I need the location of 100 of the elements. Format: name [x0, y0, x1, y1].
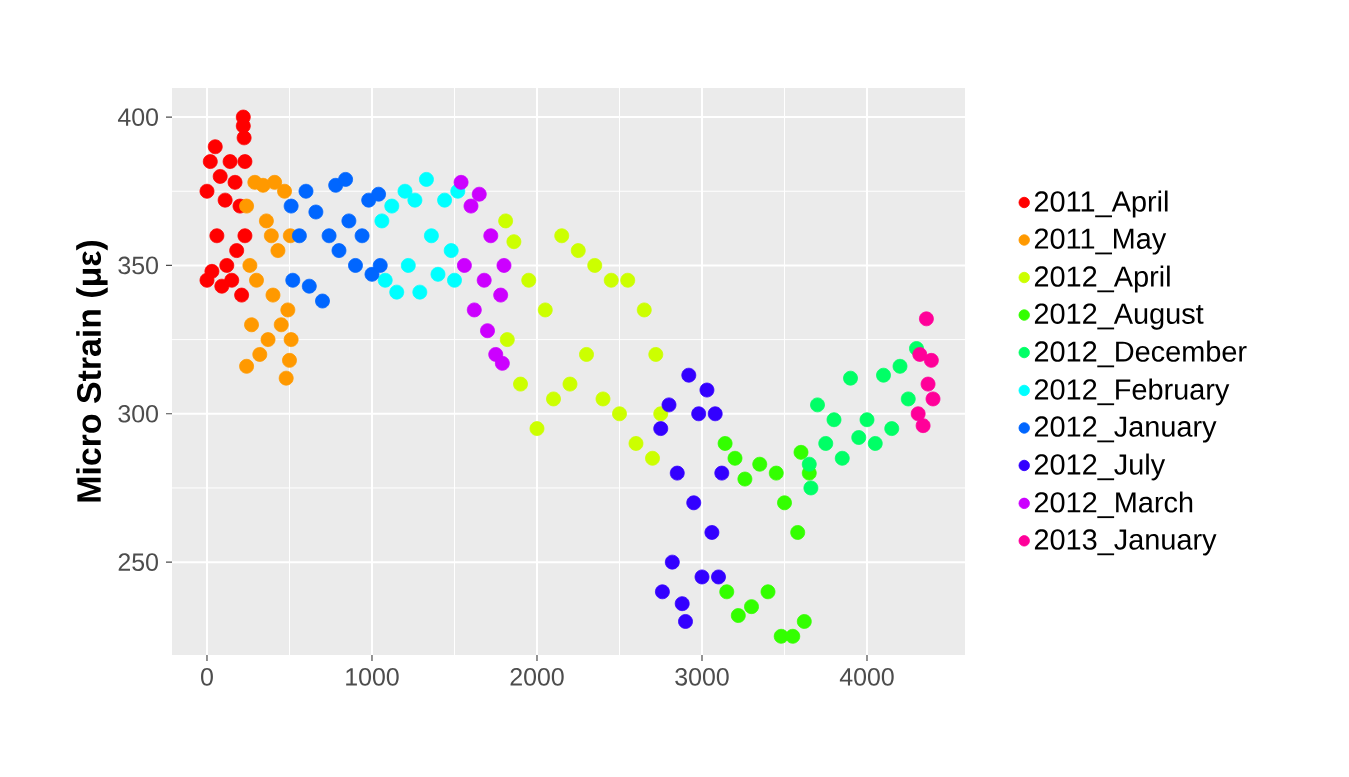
point [892, 358, 908, 374]
point [760, 584, 776, 600]
point [768, 465, 784, 481]
point [412, 284, 428, 300]
point [389, 284, 405, 300]
point [521, 272, 537, 288]
point [655, 584, 670, 600]
point [423, 228, 439, 244]
point [834, 450, 850, 466]
point [867, 436, 883, 451]
point [818, 436, 834, 451]
point [686, 495, 702, 511]
point [925, 391, 941, 407]
point [239, 198, 254, 214]
point [202, 154, 218, 169]
point [265, 287, 281, 303]
point [267, 174, 283, 190]
point [653, 406, 669, 422]
point [219, 258, 235, 273]
y-tick-label: 350 [118, 256, 158, 275]
point [678, 614, 693, 629]
point [730, 608, 746, 623]
point [793, 444, 809, 460]
point [348, 258, 363, 273]
point [570, 243, 586, 258]
point [603, 272, 619, 288]
point [669, 465, 685, 481]
point [727, 450, 743, 466]
point [222, 154, 238, 169]
point [803, 480, 819, 496]
point [453, 174, 469, 190]
point [207, 139, 223, 155]
point [562, 376, 578, 392]
point [506, 234, 522, 250]
point [242, 258, 258, 273]
point [338, 171, 353, 187]
point [301, 278, 317, 294]
point [239, 358, 254, 374]
legend-label: 2012_July [1034, 453, 1166, 481]
point [463, 198, 479, 214]
point [277, 183, 292, 199]
legend-label: 2012_March [1034, 491, 1193, 519]
point [298, 183, 314, 199]
y-tick-label: 250 [118, 553, 158, 571]
point [790, 525, 806, 540]
point [717, 436, 733, 451]
point [494, 355, 510, 371]
point [595, 391, 611, 407]
point [331, 243, 347, 258]
point [209, 228, 225, 244]
point [513, 376, 528, 392]
point [843, 370, 858, 386]
point [612, 406, 627, 422]
point [249, 272, 264, 288]
point [374, 213, 390, 229]
point [636, 302, 652, 318]
point [694, 569, 710, 585]
point [483, 228, 499, 244]
point [919, 311, 934, 327]
point [876, 367, 891, 383]
x-tick-label: 3000 [675, 668, 729, 686]
point [397, 183, 413, 199]
point [377, 272, 393, 288]
point [912, 347, 928, 362]
point [801, 456, 817, 472]
point [283, 198, 299, 214]
point [851, 430, 867, 445]
point [258, 213, 274, 229]
point [270, 243, 286, 258]
point [212, 169, 228, 184]
x-tick-label: 0 [201, 668, 213, 686]
point [280, 302, 296, 318]
point [628, 436, 644, 451]
point [291, 228, 307, 244]
point [443, 243, 459, 258]
point [371, 186, 386, 202]
point [437, 192, 452, 208]
point [900, 391, 916, 407]
x-tick-label: 2000 [510, 668, 564, 686]
point [910, 406, 926, 422]
point [283, 332, 299, 347]
point [648, 347, 664, 362]
point [737, 471, 753, 487]
point [653, 421, 669, 437]
legend-label: 2011_May [1034, 228, 1167, 255]
legend-label: 2012_December [1034, 340, 1247, 368]
point [224, 272, 240, 288]
point [529, 421, 545, 437]
point [785, 628, 801, 644]
point [714, 465, 730, 481]
legend-label: 2012_January [1034, 416, 1217, 443]
y-axis-title: Micro Strain (με) [76, 240, 108, 502]
point [407, 192, 423, 208]
point [920, 376, 936, 392]
point [645, 450, 660, 466]
point [884, 421, 900, 437]
point [199, 183, 215, 199]
point [674, 596, 690, 612]
point [285, 272, 301, 288]
point [480, 323, 495, 339]
